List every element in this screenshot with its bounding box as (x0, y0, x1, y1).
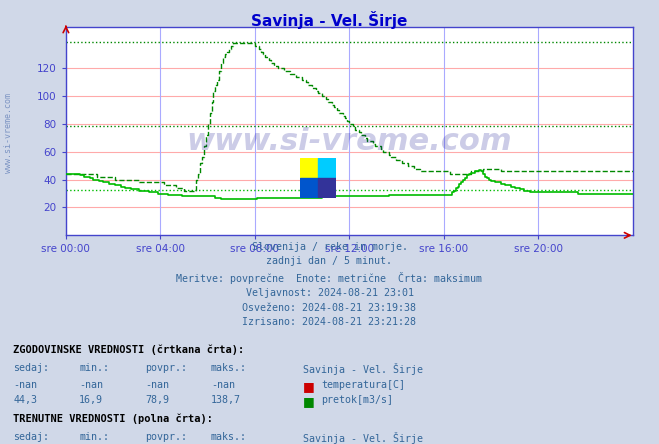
Text: -nan: -nan (211, 380, 235, 390)
Text: ■: ■ (303, 380, 315, 392)
Text: 16,9: 16,9 (79, 395, 103, 405)
Text: ZGODOVINSKE VREDNOSTI (črtkana črta):: ZGODOVINSKE VREDNOSTI (črtkana črta): (13, 344, 244, 355)
Bar (318, 158, 336, 178)
Text: -nan: -nan (145, 380, 169, 390)
Text: 78,9: 78,9 (145, 395, 169, 405)
Text: Slovenija / reke in morje.
zadnji dan / 5 minut.
Meritve: povprečne  Enote: metr: Slovenija / reke in morje. zadnji dan / … (177, 242, 482, 327)
Text: sedaj:: sedaj: (13, 432, 49, 443)
Text: maks.:: maks.: (211, 432, 247, 443)
Text: ■: ■ (303, 395, 315, 408)
Bar (318, 178, 336, 198)
Text: Savinja - Vel. Širje: Savinja - Vel. Širje (251, 11, 408, 29)
Text: www.si-vreme.com: www.si-vreme.com (4, 93, 13, 173)
Text: povpr.:: povpr.: (145, 432, 187, 443)
Text: pretok[m3/s]: pretok[m3/s] (322, 395, 393, 405)
Bar (300, 158, 318, 178)
Bar (300, 178, 318, 198)
Text: sedaj:: sedaj: (13, 363, 49, 373)
Text: Savinja - Vel. Širje: Savinja - Vel. Širje (303, 432, 423, 444)
Text: maks.:: maks.: (211, 363, 247, 373)
Text: www.si-vreme.com: www.si-vreme.com (186, 127, 512, 156)
Text: min.:: min.: (79, 432, 109, 443)
Text: 44,3: 44,3 (13, 395, 37, 405)
Text: TRENUTNE VREDNOSTI (polna črta):: TRENUTNE VREDNOSTI (polna črta): (13, 414, 213, 424)
Text: 138,7: 138,7 (211, 395, 241, 405)
Text: Savinja - Vel. Širje: Savinja - Vel. Širje (303, 363, 423, 375)
Text: min.:: min.: (79, 363, 109, 373)
Text: temperatura[C]: temperatura[C] (322, 380, 405, 390)
Text: -nan: -nan (79, 380, 103, 390)
Text: -nan: -nan (13, 380, 37, 390)
Text: povpr.:: povpr.: (145, 363, 187, 373)
